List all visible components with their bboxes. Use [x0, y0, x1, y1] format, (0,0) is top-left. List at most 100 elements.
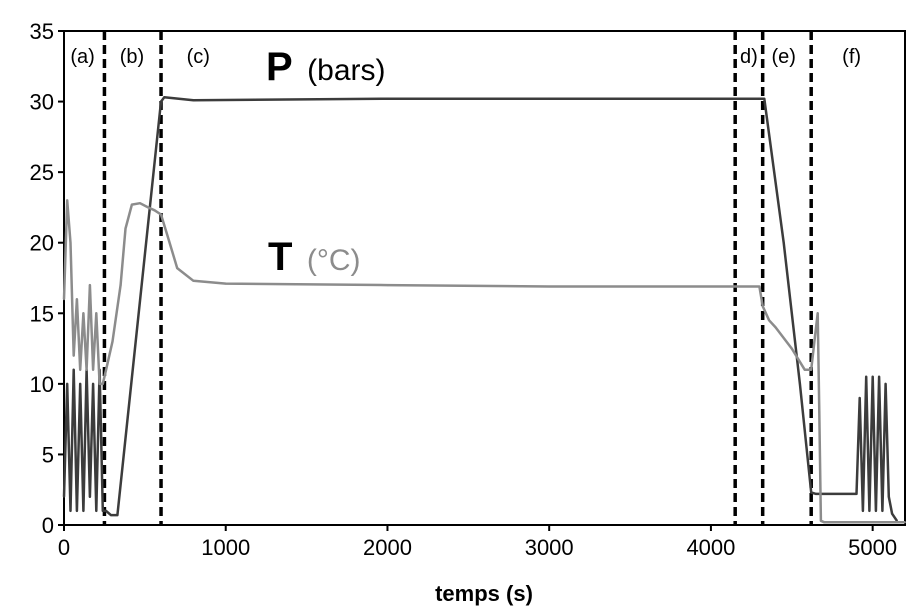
series-point-P: [72, 368, 75, 371]
series-point-T: [119, 284, 122, 287]
series-point-T: [548, 285, 551, 288]
phase-label: (b): [120, 46, 144, 68]
series-point-P: [82, 509, 85, 512]
series-point-T: [88, 284, 91, 287]
series-point-P: [874, 509, 877, 512]
series-point-P: [798, 382, 801, 385]
series-point-T: [758, 285, 761, 288]
series-point-T: [82, 312, 85, 315]
series-point-P: [79, 382, 82, 385]
axes: 0 5 10 15 20 25 30 35 0 1000 2000 3000 4000 5000: [30, 19, 898, 560]
phase-label: (c): [187, 46, 210, 68]
series-point-P: [92, 382, 95, 385]
series-point-T: [153, 209, 156, 212]
series-point-T: [768, 319, 771, 322]
series-point-T: [803, 368, 806, 371]
series-point-T: [816, 312, 819, 315]
series-point-P: [116, 514, 119, 517]
y-tick-label: 20: [30, 231, 54, 256]
series-point-T: [709, 285, 712, 288]
series-point-T: [818, 411, 821, 414]
series-group: [62, 96, 906, 524]
series-point-P: [758, 97, 761, 100]
phase-dividers: (a) (b) (c) d) (e) (f): [70, 31, 861, 525]
t-unit: (°C): [307, 244, 361, 277]
y-tick-label: 30: [30, 90, 54, 115]
y-tick-label: 10: [30, 372, 54, 397]
series-point-T: [98, 382, 101, 385]
series-point-P: [868, 509, 871, 512]
series-point-P: [858, 397, 861, 399]
series-point-T: [386, 284, 389, 287]
series-line-P: [62, 96, 898, 522]
series-point-T: [79, 368, 82, 371]
y-tick-label: 5: [42, 442, 54, 467]
x-tick-label: 3000: [525, 535, 574, 560]
series-point-T: [130, 203, 133, 206]
series-point-P: [95, 509, 98, 512]
series-point-T: [790, 347, 793, 350]
series-point-P: [865, 375, 868, 378]
p-label: P (bars): [266, 45, 385, 89]
y-tick-label: 15: [30, 301, 54, 326]
series-point-T: [124, 227, 127, 230]
series-point-T: [224, 282, 227, 285]
series-point-T: [810, 368, 813, 371]
y-tick-label: 0: [42, 513, 54, 538]
phase-label: (a): [70, 46, 94, 68]
series-point-T: [192, 279, 195, 282]
series-point-P: [887, 495, 890, 498]
series-point-P: [815, 492, 817, 495]
x-axis-label: temps (s): [435, 581, 533, 606]
series-point-T: [111, 340, 114, 343]
series-point-P: [782, 241, 785, 244]
series-point-T: [95, 312, 98, 315]
series-point-P: [163, 96, 166, 99]
series-point-P: [884, 382, 887, 385]
series-point-P: [709, 97, 712, 100]
t-label: T (°C): [268, 235, 361, 279]
phase-label: (e): [771, 46, 795, 68]
series-point-P: [734, 97, 737, 100]
series-point-T: [139, 202, 141, 205]
series-point-T: [904, 521, 906, 524]
series-point-T: [85, 368, 88, 371]
series-point-T: [166, 234, 169, 237]
series-point-P: [881, 509, 884, 512]
x-tick-label: 2000: [363, 535, 412, 560]
phase-label: (f): [842, 46, 861, 68]
series-point-T: [813, 340, 816, 343]
series-point-P: [871, 375, 874, 378]
series-point-T: [75, 298, 78, 301]
series-point-P: [386, 97, 389, 100]
series-point-P: [548, 97, 551, 100]
series-point-T: [66, 199, 69, 202]
series-point-P: [861, 509, 864, 512]
p-unit: (bars): [307, 54, 385, 87]
series-point-P: [101, 509, 104, 512]
series-point-P: [855, 492, 858, 495]
y-tick-label: 35: [30, 19, 54, 44]
y-tick-label: 25: [30, 160, 54, 185]
x-tick-label: 5000: [848, 535, 897, 560]
series-point-T: [69, 241, 72, 244]
series-point-P: [63, 495, 65, 498]
series-point-P: [109, 514, 112, 517]
t-letter: T: [268, 235, 292, 279]
series-point-T: [823, 521, 826, 524]
series-point-P: [105, 509, 108, 512]
x-tick-label: 1000: [201, 535, 250, 560]
series-point-T: [176, 267, 179, 270]
series-point-T: [819, 519, 822, 522]
series-point-P: [160, 100, 162, 103]
series-point-T: [147, 206, 150, 209]
series-point-P: [878, 375, 881, 378]
p-letter: P: [266, 45, 293, 89]
series-point-T: [887, 521, 890, 524]
series-point-T: [72, 354, 75, 357]
series-point-T: [761, 305, 764, 308]
series-point-T: [774, 326, 777, 329]
series-point-P: [891, 512, 894, 515]
series-point-P: [810, 491, 813, 494]
